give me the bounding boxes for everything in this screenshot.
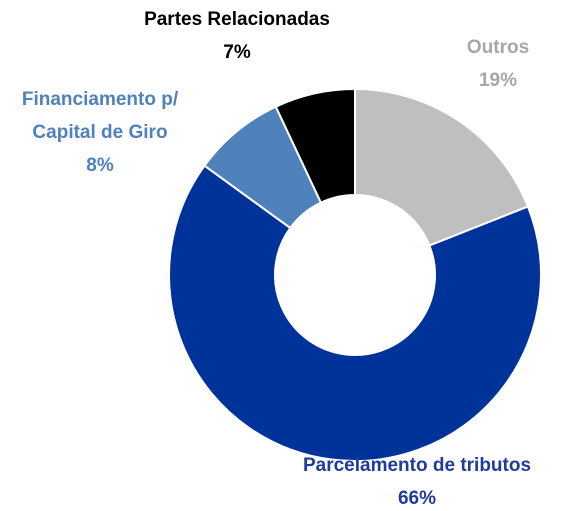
- donut-slice: [168, 164, 542, 462]
- data-label: Outros 19%: [467, 31, 529, 97]
- category-label: Parcelamento de tributos: [302, 455, 532, 476]
- value-label: 8%: [86, 155, 114, 176]
- data-label: Partes Relacionadas 7%: [144, 3, 330, 69]
- value-label: 19%: [478, 70, 518, 91]
- category-label: Financiamento p/ Capital de Giro: [21, 89, 179, 143]
- category-label: Partes Relacionadas: [144, 9, 330, 30]
- category-label: Outros: [466, 37, 530, 58]
- donut-slice: [274, 87, 356, 204]
- donut-slice: [354, 87, 530, 247]
- value-label: 66%: [397, 488, 437, 509]
- data-label: Parcelamento de tributos 66%: [303, 449, 531, 511]
- value-label: 7%: [223, 42, 251, 63]
- data-label: Financiamento p/ Capital de Giro 8%: [15, 83, 185, 182]
